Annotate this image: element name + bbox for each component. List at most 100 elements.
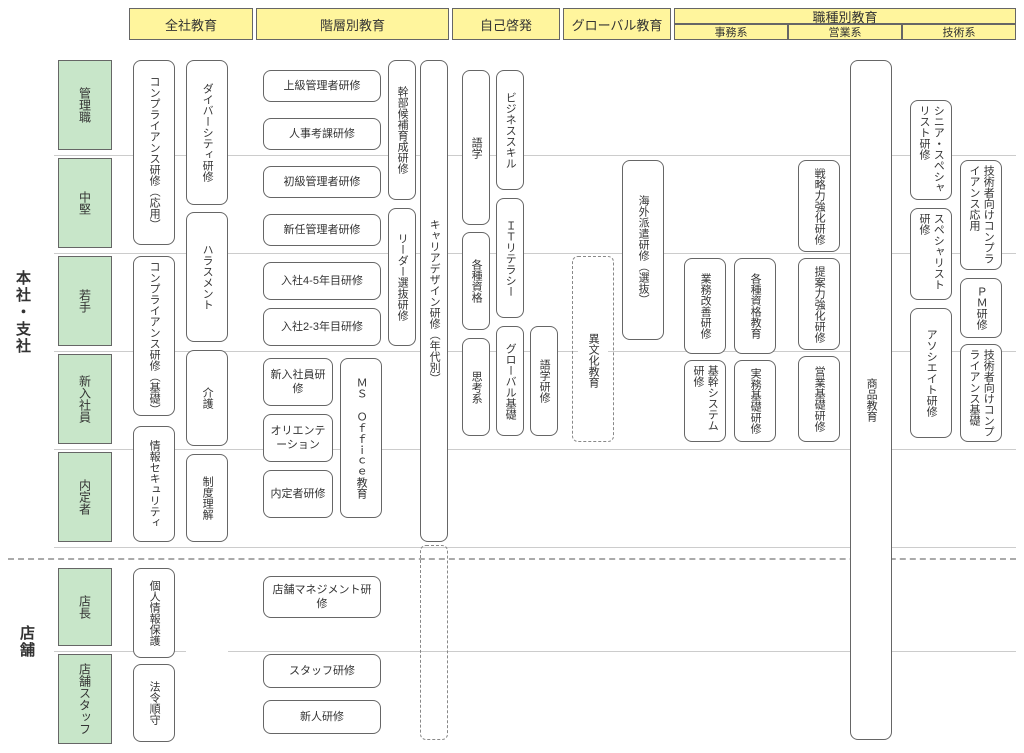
lbl: 入社2-3年目研修 (281, 320, 363, 334)
lbl: 本社・支社 (12, 270, 33, 355)
box-infosec: 情報セキュリティ (133, 426, 175, 542)
box-assoc: アソシエイト研修 (910, 308, 952, 438)
box-jitsumu: 実務基礎研修 (734, 360, 776, 442)
box-kakushu: 各種資格 (462, 232, 490, 330)
lbl: 新人研修 (300, 710, 344, 724)
lbl: 職種別教育 (812, 7, 877, 26)
lbl: 思考系 (469, 371, 483, 404)
header-eigyo: 営業系 (788, 24, 902, 40)
lbl: 業務改善研修 (698, 273, 712, 339)
lbl: ＭＳ Ｏｆｆｉｃｅ教育 (354, 377, 368, 499)
box-senryaku: 戦略力強化研修 (798, 160, 840, 252)
header-gijutsu: 技術系 (902, 24, 1016, 40)
box-comp-adv: コンプライアンス研修（応用） (133, 60, 175, 245)
row-naitei: 内定者 (58, 452, 112, 542)
lbl: 実務基礎研修 (748, 368, 762, 434)
lbl: 情報セキュリティ (147, 440, 161, 528)
row-staff: 店舗スタッフ (58, 654, 112, 744)
header-shokushu: 職種別教育 (674, 8, 1016, 24)
lbl: 技術系 (943, 24, 976, 40)
lbl: 店長 (77, 595, 94, 619)
lbl: 各種資格教育 (748, 273, 762, 339)
box-gcomp-basic: 技術者向けコンプライアンス基礎 (960, 344, 1002, 442)
box-teian: 提案力強化研修 (798, 258, 840, 350)
lbl: 店舗マネジメント研修 (268, 583, 376, 612)
lbl: 営業系 (829, 24, 862, 40)
lbl: 入社4-5年目研修 (281, 274, 363, 288)
lbl: グローバル基礎 (503, 343, 517, 420)
lbl: 自己啓発 (480, 15, 532, 34)
box-gogakuken: 語学研修 (530, 326, 558, 436)
box-ibunka: 異文化教育 (578, 300, 608, 420)
lbl: グローバル教育 (572, 15, 663, 34)
lbl: シニア・スペシャリスト研修 (917, 105, 946, 195)
box-itlit: ＩＴリテラシー (496, 198, 524, 318)
box-gbasic: グローバル基礎 (496, 326, 524, 436)
lbl: 新入社員研修 (268, 368, 328, 397)
box-diversity: ダイバーシティ研修 (186, 60, 228, 205)
box-orient: オリエンテーション (263, 414, 333, 462)
box-special: スペシャリスト研修 (910, 208, 952, 300)
lbl: 語学 (469, 137, 483, 159)
box-bizskill: ビジネススキル (496, 70, 524, 190)
box-shinjin: 新人研修 (263, 700, 381, 734)
box-senior: シニア・スペシャリスト研修 (910, 100, 952, 200)
lbl: 上級管理者研修 (284, 79, 361, 93)
box-shinyuken: 新入社員研修 (263, 358, 333, 406)
side-tenpo: 店舗 (16, 625, 37, 663)
lbl: 階層別教育 (320, 15, 385, 34)
header-global: グローバル教育 (563, 8, 671, 40)
lbl: 店舗スタッフ (77, 663, 94, 735)
lbl: キャリアデザイン研修（年代別） (427, 219, 441, 384)
lbl: 商品教育 (864, 378, 878, 422)
header-jiko: 自己啓発 (452, 8, 560, 40)
header-kaisou: 階層別教育 (256, 8, 449, 40)
box-horei: 法令順守 (133, 664, 175, 742)
lbl: 異文化教育 (586, 333, 600, 388)
box-diversity2 (186, 568, 228, 742)
lbl: 内定者研修 (271, 487, 326, 501)
lbl: 人事考課研修 (289, 127, 355, 141)
lbl: 初級管理者研修 (284, 175, 361, 189)
lbl: 新入社員 (77, 375, 94, 423)
lbl: 中堅 (77, 191, 94, 215)
lbl: オリエンテーション (268, 424, 328, 453)
lbl: 幹部候補育成研修 (395, 86, 409, 174)
lbl: ＰＭ研修 (974, 286, 988, 330)
box-y45: 入社4-5年目研修 (263, 262, 381, 300)
box-kanbu: 幹部候補育成研修 (388, 60, 416, 200)
box-career: キャリアデザイン研修（年代別） (420, 60, 448, 542)
row-wakate: 若手 (58, 256, 112, 346)
lbl: ダイバーシティ研修 (200, 83, 214, 182)
lbl: ビジネススキル (503, 92, 517, 169)
lbl: 法令順守 (147, 681, 161, 725)
lbl: 事務系 (715, 24, 748, 40)
box-shokyu: 初級管理者研修 (263, 166, 381, 198)
box-jokyu: 上級管理者研修 (263, 70, 381, 102)
dash-career-ext (420, 545, 448, 740)
lbl: ＩＴリテラシー (503, 220, 517, 297)
box-jinji: 人事考課研修 (263, 118, 381, 150)
lbl: 介護 (200, 387, 214, 409)
box-kaigai: 海外派遣研修（選抜） (622, 160, 664, 340)
box-leader: リーダー選抜研修 (388, 208, 416, 346)
lbl: 技術者向けコンプライアンス応用 (967, 165, 996, 265)
lbl: 各種資格 (469, 259, 483, 303)
row-kanri: 管理職 (58, 60, 112, 150)
box-comp-basic: コンプライアンス研修（基礎） (133, 256, 175, 416)
row-chuken: 中堅 (58, 158, 112, 248)
lbl: コンプライアンス研修（応用） (147, 76, 161, 230)
lbl: 基幹システム研修 (691, 365, 720, 437)
lbl: 全社教育 (165, 15, 217, 34)
box-shiko: 思考系 (462, 338, 490, 436)
header-jimu: 事務系 (674, 24, 788, 40)
box-kikan: 基幹システム研修 (684, 360, 726, 442)
row-tencho: 店長 (58, 568, 112, 646)
lbl: 制度理解 (200, 476, 214, 520)
lbl: ハラスメント (200, 244, 214, 310)
box-shohin: 商品教育 (850, 60, 892, 740)
box-gyomu: 業務改善研修 (684, 258, 726, 354)
box-msoffice: ＭＳ Ｏｆｆｉｃｅ教育 (340, 358, 382, 518)
box-pm: ＰＭ研修 (960, 278, 1002, 338)
lbl: 営業基礎研修 (812, 366, 826, 432)
